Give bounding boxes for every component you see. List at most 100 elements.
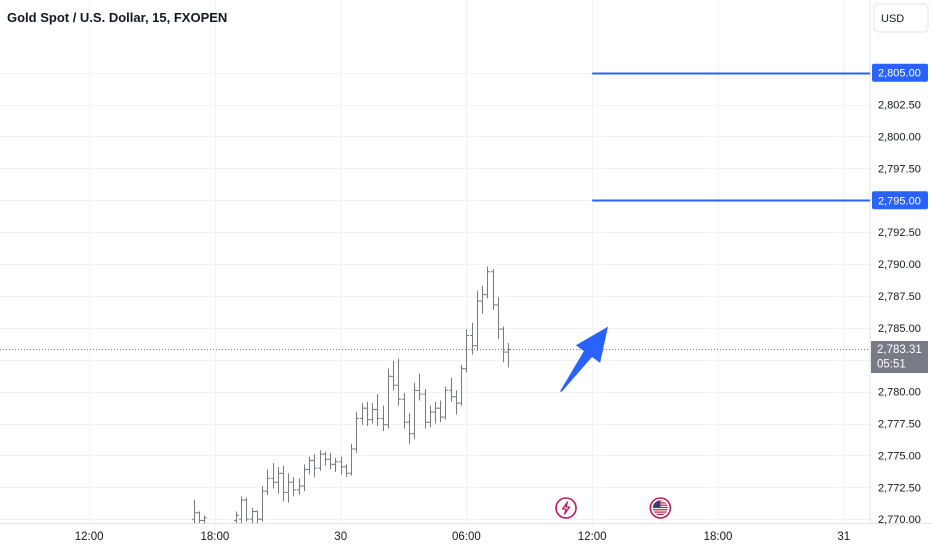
event-markers[interactable] <box>555 497 672 519</box>
flag-glyph <box>652 500 668 515</box>
ohlc-bar <box>244 497 249 522</box>
ohlc-bar <box>276 466 281 494</box>
ohlc-bar <box>318 450 323 471</box>
ohlc-bar <box>239 496 244 523</box>
ohlc-bar <box>344 464 349 478</box>
ohlc-bar <box>333 457 338 472</box>
ohlc-bar <box>475 290 480 351</box>
price-line-label[interactable]: 2,795.00 <box>872 191 928 210</box>
time-tick-label: 06:00 <box>452 531 481 543</box>
ohlc-bar <box>381 405 386 432</box>
ohlc-bar <box>370 403 375 424</box>
ohlc-bar <box>464 329 469 373</box>
ohlc-bar <box>339 456 344 475</box>
ohlc-bar <box>328 452 333 470</box>
flag-stripe <box>652 513 668 515</box>
bar-countdown: 05:51 <box>877 359 906 371</box>
price-line-label-bg <box>872 63 928 82</box>
ohlc-bar <box>407 413 412 444</box>
ohlc-bar <box>491 269 496 310</box>
price-tick-label: 2,792.50 <box>878 227 921 239</box>
price-tick-label: 2,770.00 <box>878 514 921 526</box>
ohlc-bar <box>250 507 255 523</box>
ohlc-bar <box>197 511 202 523</box>
ohlc-bar <box>506 343 511 368</box>
ohlc-bar <box>496 297 501 340</box>
ohlc-bar <box>271 463 276 489</box>
price-tick-label: 2,790.00 <box>878 259 921 271</box>
arrow-shape[interactable] <box>560 326 608 393</box>
time-tick-label: 12:00 <box>75 531 104 543</box>
horizontal-price-lines[interactable] <box>592 72 870 202</box>
price-tick-label: 2,777.50 <box>878 419 921 431</box>
ohlc-bar <box>260 486 265 522</box>
ohlc-bar <box>386 368 391 429</box>
price-tick-label: 2,785.00 <box>878 323 921 335</box>
price-tick-label: 2,797.50 <box>878 163 921 175</box>
ohlc-bar <box>349 443 354 476</box>
ohlc-bar <box>402 392 407 429</box>
flag-canton <box>652 500 661 507</box>
time-tick-label: 30 <box>334 531 347 543</box>
ohlc-bar <box>470 322 475 355</box>
ohlc-bar <box>412 382 417 439</box>
ohlc-bar <box>281 465 286 502</box>
ohlc-bar <box>459 364 464 406</box>
grid-lines <box>0 0 870 523</box>
flag-stripe <box>652 506 668 509</box>
ohlc-bar <box>423 389 428 429</box>
trend-arrow-drawing[interactable] <box>560 326 608 393</box>
flag-stripe <box>652 509 668 511</box>
time-tick-label: 31 <box>837 531 850 543</box>
ohlc-bar <box>433 401 438 424</box>
price-tick-label: 2,787.50 <box>878 291 921 303</box>
current-price-value: 2,783.31 <box>877 344 922 356</box>
time-tick-label: 18:00 <box>201 531 230 543</box>
lightning-icon[interactable] <box>555 497 577 519</box>
chart-title: Gold Spot / U.S. Dollar, 15, FXOPEN <box>7 10 227 25</box>
price-tick-label: 2,780.00 <box>878 387 921 399</box>
currency-label: USD <box>881 13 904 25</box>
price-bars <box>192 266 511 523</box>
time-tick-label: 18:00 <box>704 531 733 543</box>
ohlc-bar <box>291 477 296 497</box>
ohlc-bar <box>202 515 207 523</box>
ohlc-bar <box>286 473 291 503</box>
price-line-value: 2,805.00 <box>878 68 921 80</box>
ohlc-bar <box>265 469 270 495</box>
time-tick-label: 12:00 <box>578 531 607 543</box>
price-tick-label: 2,802.50 <box>878 100 921 112</box>
ohlc-bar <box>449 377 454 402</box>
event-badge <box>555 497 577 519</box>
ohlc-bar <box>375 394 380 427</box>
ohlc-bar <box>417 373 422 401</box>
price-line-value: 2,795.00 <box>878 195 921 207</box>
currency-selector-button[interactable]: USD <box>873 3 929 33</box>
ohlc-bar <box>192 500 197 523</box>
price-line-label[interactable]: 2,805.00 <box>872 63 928 82</box>
lightning-glyph <box>561 501 571 515</box>
ohlc-bar <box>255 510 260 523</box>
current-price-label: 2,783.31 05:51 <box>871 341 928 373</box>
us-flag-icon[interactable] <box>649 497 672 519</box>
price-tick-label: 2,800.00 <box>878 132 921 144</box>
ohlc-bar <box>443 386 448 420</box>
ohlc-bar <box>396 358 401 406</box>
ohlc-bar <box>501 326 506 363</box>
ohlc-bar <box>365 401 370 427</box>
price-axis[interactable]: 2,770.00 2,772.50 2,775.00 2,777.50 2,780.00… <box>872 63 928 527</box>
ohlc-bar <box>307 456 312 475</box>
ohlc-bar <box>234 511 239 523</box>
time-axis[interactable]: 12:00 18:00 30 06:00 12:00 18:00 31 <box>75 531 850 543</box>
price-line-label-bg <box>872 191 928 210</box>
ohlc-bar <box>438 400 443 423</box>
ohlc-bar <box>485 266 490 299</box>
flag-stripe <box>652 511 668 513</box>
price-tick-label: 2,775.00 <box>878 450 921 462</box>
ohlc-bar <box>428 405 433 428</box>
ohlc-bar <box>360 403 365 425</box>
ohlc-bar <box>323 451 328 466</box>
ohlc-bar <box>391 360 396 391</box>
ohlc-bar <box>454 390 459 415</box>
